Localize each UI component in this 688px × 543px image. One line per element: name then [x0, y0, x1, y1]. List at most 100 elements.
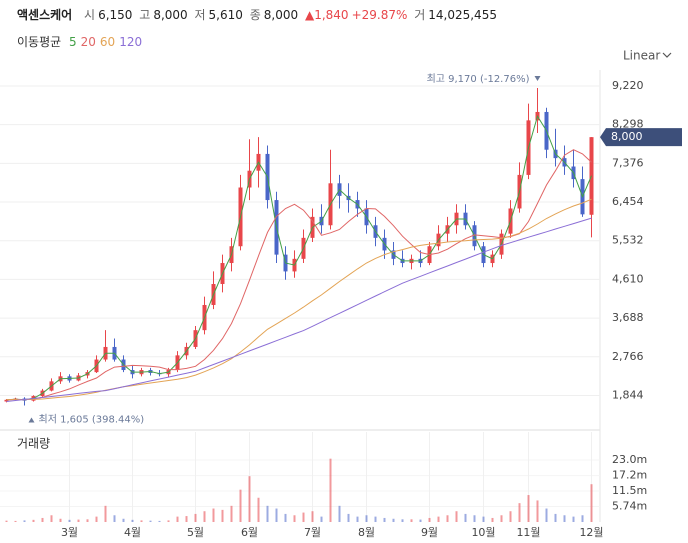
x-tick-label: 5월	[187, 526, 204, 539]
y-tick-label: 6,454	[612, 195, 644, 208]
volume-bar	[437, 516, 440, 522]
volume-bar	[176, 516, 179, 522]
volume-bar	[473, 515, 476, 522]
volume-bar	[167, 520, 170, 522]
dropdown-arrow[interactable]	[662, 52, 672, 58]
candle-body	[4, 399, 9, 402]
volume-bar	[302, 512, 305, 522]
volume-bar	[491, 517, 494, 522]
volume-bar	[545, 508, 548, 522]
legend-entry[interactable]: 120	[119, 35, 143, 49]
legend-entry[interactable]: 5	[69, 35, 77, 49]
volume-bar	[104, 505, 107, 522]
volume-bar	[428, 517, 431, 522]
volume-bar	[221, 509, 224, 522]
volume-bar	[455, 511, 458, 522]
y-tick-label: 7,376	[612, 156, 644, 169]
volume-bar	[338, 505, 341, 522]
ma-line	[6, 114, 592, 401]
stat-value: 6,150	[98, 8, 133, 22]
ma-line	[6, 217, 592, 402]
y-tick-label: 1,844	[612, 388, 644, 401]
volume-bar	[374, 516, 377, 522]
volume-bar	[248, 476, 251, 522]
x-tick-label: 7월	[304, 526, 321, 539]
volume-bar	[77, 519, 80, 522]
stat-label: 시	[84, 8, 96, 22]
volume-bar	[239, 489, 242, 522]
volume-title: 거래량	[17, 437, 50, 451]
volume-bar	[131, 519, 134, 522]
ma-line	[6, 149, 592, 401]
volume-bar	[527, 495, 530, 522]
volume-bar	[266, 505, 269, 522]
volume-bar	[41, 517, 44, 522]
volume-bar	[392, 518, 395, 522]
volume-label: 거	[414, 8, 426, 22]
volume-bar	[32, 519, 35, 522]
volume-bar	[113, 515, 116, 522]
volume-bar	[14, 520, 17, 522]
volume-bar	[149, 520, 152, 522]
volume-bar	[500, 515, 503, 522]
volume-bar	[140, 520, 143, 522]
volume-bar	[581, 515, 584, 522]
stat-label: 고	[139, 8, 151, 22]
x-tick-label: 3월	[61, 526, 78, 539]
volume-bar	[482, 516, 485, 522]
y-tick-label: 2,766	[612, 350, 644, 363]
volume-tick-label: 23.0m	[612, 453, 647, 466]
header: 액센스케어 시 6,150 고 8,000 저 5,610 종 8,000 ▲1,840…	[17, 6, 500, 23]
volume-bar	[401, 519, 404, 522]
change-pct: +29.87%	[351, 8, 408, 22]
low-marker	[28, 417, 35, 423]
stat-value: 8,000	[153, 8, 188, 22]
x-tick-label: 9월	[421, 526, 438, 539]
volume-bar	[410, 519, 413, 522]
volume-bar	[203, 511, 206, 522]
volume-bar	[446, 515, 449, 522]
x-tick-label: 4월	[124, 526, 141, 539]
y-tick-label: 5,532	[612, 234, 644, 247]
y-tick-label: 8,298	[612, 118, 644, 131]
volume-bar	[419, 519, 422, 522]
stat-label: 종	[249, 8, 261, 22]
volume-bar	[356, 516, 359, 522]
volume-bar	[554, 513, 557, 522]
volume-bar	[230, 505, 233, 522]
volume-bar	[311, 511, 314, 522]
x-tick-label: 8월	[358, 526, 375, 539]
volume-bar	[284, 513, 287, 522]
ma-line	[6, 198, 592, 401]
volume-bar	[59, 518, 62, 522]
volume-bar	[5, 520, 8, 522]
volume-bar	[536, 500, 539, 522]
volume-bar	[365, 515, 368, 522]
legend-entry[interactable]: 60	[99, 35, 116, 49]
scale-button[interactable]: Linear	[623, 49, 660, 63]
y-tick-label: 9,220	[612, 79, 644, 92]
volume-bar	[293, 515, 296, 522]
volume-bar	[158, 520, 161, 522]
volume-tick-label: 5.74m	[612, 500, 647, 513]
volume-bar	[86, 519, 89, 522]
volume-bar	[563, 515, 566, 522]
volume-bar	[275, 508, 278, 522]
volume-bar	[590, 484, 593, 522]
volume-bar	[464, 513, 467, 522]
ma-legend: 이동평균 5 20 60 120	[17, 33, 150, 50]
volume-bar	[347, 513, 350, 522]
y-tick-label: 3,688	[612, 311, 644, 324]
volume-bar	[509, 511, 512, 522]
high-marker	[534, 76, 541, 82]
volume-bar	[383, 517, 386, 522]
volume-bar	[194, 513, 197, 522]
low-annotation: 최저 1,605 (398.44%)	[39, 413, 145, 425]
legend-entry[interactable]: 20	[80, 35, 96, 49]
x-tick-label: 6월	[241, 526, 258, 539]
stat-label: 저	[194, 8, 206, 22]
volume-bar	[68, 519, 71, 522]
y-tick-label: 4,610	[612, 272, 644, 285]
stock-name: 액센스케어	[17, 8, 73, 22]
